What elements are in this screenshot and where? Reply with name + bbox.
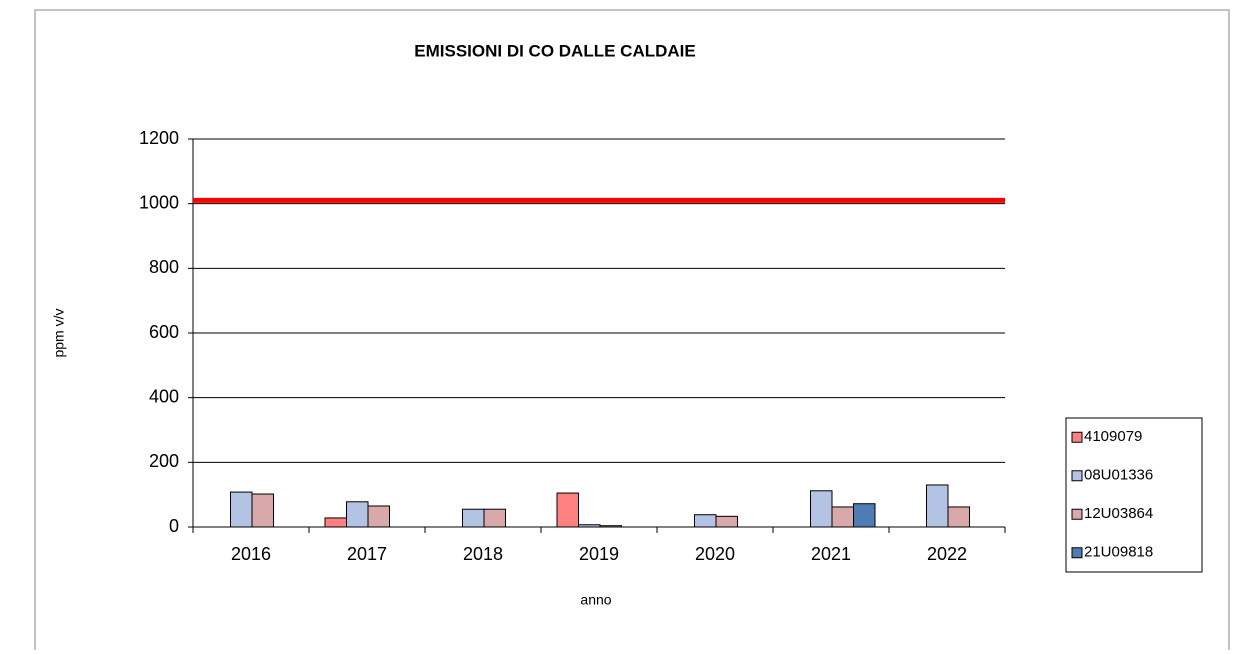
x-tick-label: 2020: [695, 544, 735, 564]
bar: [462, 508, 485, 528]
bar: [926, 484, 949, 528]
legend-swatch: [1071, 431, 1083, 443]
legend-swatch: [1071, 547, 1083, 559]
x-tick-label: 2016: [231, 544, 271, 564]
x-tick-label: 2022: [927, 544, 967, 564]
y-axis-label: ppm v/v: [51, 308, 67, 357]
bar: [715, 515, 738, 528]
x-tick-label: 2021: [811, 544, 851, 564]
legend-swatch: [1071, 508, 1083, 520]
legend-label: 4109079: [1084, 428, 1142, 445]
bar: [694, 514, 717, 528]
x-axis-label: anno: [580, 592, 611, 608]
bar: [831, 506, 854, 528]
legend-swatch: [1071, 470, 1083, 482]
bar: [483, 508, 506, 528]
bar: [230, 491, 253, 528]
legend-label: 08U01336: [1084, 467, 1153, 484]
y-tick-label: 800: [149, 257, 179, 277]
y-tick-label: 1000: [139, 192, 179, 212]
bar: [947, 506, 970, 528]
bar: [251, 493, 274, 528]
bar: [853, 503, 876, 528]
x-tick-label: 2017: [347, 544, 387, 564]
x-tick-label: 2018: [463, 544, 503, 564]
legend-box: [1065, 417, 1203, 573]
bar: [810, 490, 833, 528]
bar: [346, 501, 369, 528]
chart-title: EMISSIONI DI CO DALLE CALDAIE: [414, 41, 695, 60]
y-tick-label: 400: [149, 386, 179, 406]
chart-frame: [34, 9, 1230, 655]
x-tick-label: 2019: [579, 544, 619, 564]
bar: [367, 505, 390, 528]
bar: [324, 517, 347, 528]
bar: [556, 492, 579, 528]
y-tick-label: 1200: [139, 128, 179, 148]
y-tick-label: 0: [169, 516, 179, 536]
y-tick-label: 600: [149, 322, 179, 342]
legend-label: 21U09818: [1084, 544, 1153, 561]
y-tick-label: 200: [149, 451, 179, 471]
legend-label: 12U03864: [1084, 505, 1153, 522]
